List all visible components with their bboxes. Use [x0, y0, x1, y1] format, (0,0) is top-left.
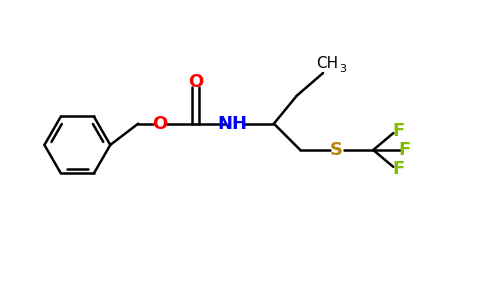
Text: F: F: [393, 160, 405, 178]
Text: CH: CH: [316, 56, 338, 71]
Text: O: O: [152, 115, 167, 133]
Text: O: O: [188, 73, 204, 91]
Text: F: F: [393, 122, 405, 140]
Text: S: S: [330, 141, 343, 159]
Text: NH: NH: [217, 115, 247, 133]
Text: 3: 3: [339, 64, 346, 74]
Text: F: F: [398, 141, 411, 159]
